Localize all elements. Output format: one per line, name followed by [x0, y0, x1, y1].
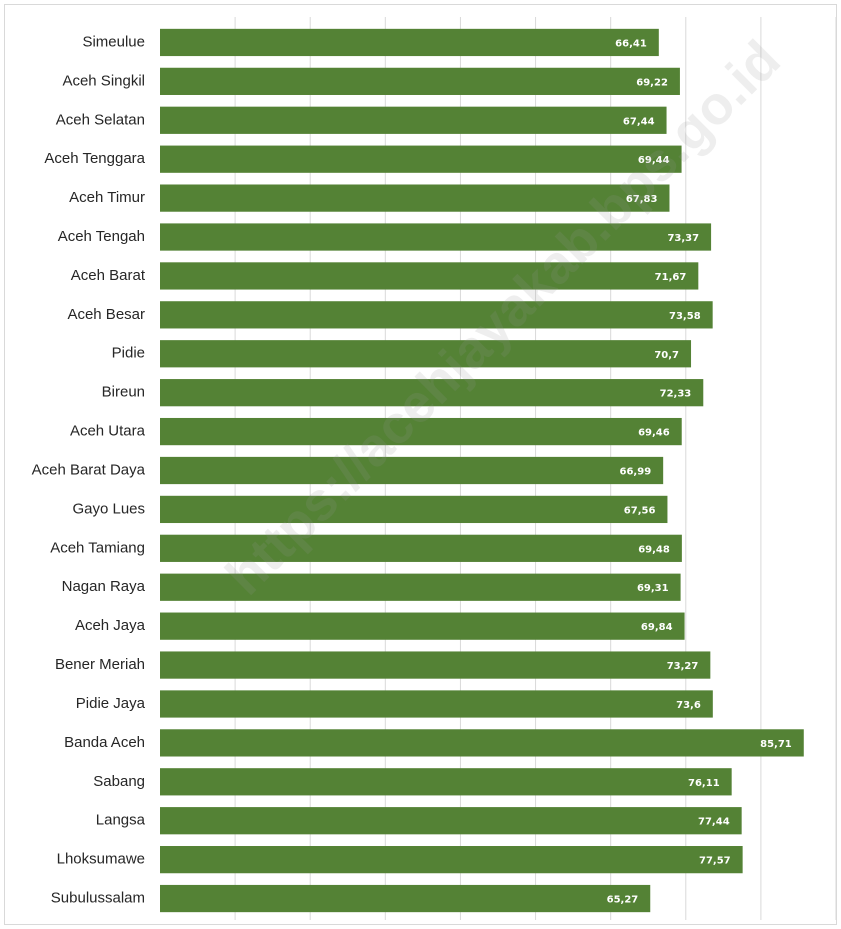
chart-container: Simeulue 66,41 Aceh Singkil 69,22 Aceh Selat… — [4, 4, 837, 925]
category-label: Aceh Jaya — [75, 617, 146, 634]
bar — [160, 534, 682, 562]
category-label: Bireun — [102, 384, 145, 401]
bar — [160, 145, 682, 173]
data-label: 69,31 — [637, 583, 669, 594]
category-label: Lhoksumawe — [57, 851, 145, 868]
bar — [160, 340, 692, 368]
bar — [160, 651, 711, 679]
data-label: 69,46 — [638, 428, 670, 439]
data-label: 67,44 — [623, 116, 655, 127]
bar — [160, 884, 651, 913]
data-label: 85,71 — [760, 739, 792, 750]
bar — [160, 223, 712, 251]
bar — [160, 729, 804, 757]
category-label: Aceh Selatan — [56, 111, 145, 128]
bar — [160, 573, 681, 601]
category-label: Bener Meriah — [55, 656, 145, 673]
bar — [160, 807, 742, 835]
bar — [160, 28, 659, 57]
bar — [160, 262, 699, 290]
bar — [160, 106, 667, 134]
data-label: 71,67 — [655, 272, 687, 283]
category-label: Sabang — [93, 773, 145, 790]
category-label: Subulussalam — [51, 890, 145, 907]
data-label: 73,27 — [667, 661, 699, 672]
data-label: 69,84 — [641, 622, 673, 633]
bar — [160, 417, 682, 446]
bar-chart: Simeulue 66,41 Aceh Singkil 69,22 Aceh Selat… — [32, 17, 837, 920]
bar — [160, 612, 685, 640]
category-label: Gayo Lues — [72, 500, 145, 517]
category-label: Aceh Timur — [69, 189, 145, 206]
bar — [160, 846, 743, 874]
category-label: Simeulue — [82, 33, 145, 50]
data-label: 69,22 — [636, 77, 668, 88]
data-label: 67,83 — [626, 194, 658, 205]
bar — [160, 67, 680, 95]
category-label: Langsa — [96, 812, 146, 829]
category-label: Aceh Besar — [67, 306, 145, 323]
bar — [160, 690, 713, 718]
data-label: 77,44 — [698, 817, 730, 828]
category-label: Banda Aceh — [64, 734, 145, 751]
bar — [160, 301, 713, 329]
category-label: Aceh Barat Daya — [32, 461, 146, 478]
category-label: Aceh Singkil — [62, 72, 145, 89]
data-label: 67,56 — [624, 505, 656, 516]
data-label: 69,48 — [638, 544, 670, 555]
data-label: 66,99 — [620, 467, 652, 478]
bar — [160, 495, 668, 524]
category-label: Aceh Utara — [70, 423, 146, 440]
category-label: Aceh Tenggara — [44, 150, 145, 167]
bar — [160, 456, 664, 485]
data-label: 65,27 — [607, 895, 639, 906]
bar — [160, 379, 704, 407]
data-label: 66,41 — [615, 38, 647, 49]
data-label: 70,7 — [654, 350, 679, 361]
bar — [160, 184, 670, 212]
category-label: Aceh Tamiang — [50, 539, 145, 556]
category-label: Nagan Raya — [62, 578, 146, 595]
data-label: 77,57 — [699, 856, 731, 867]
category-label: Aceh Barat — [71, 267, 146, 284]
data-label: 73,58 — [669, 311, 701, 322]
category-label: Pidie Jaya — [76, 695, 146, 712]
data-label: 73,6 — [676, 700, 701, 711]
data-label: 69,44 — [638, 155, 670, 166]
data-label: 73,37 — [667, 233, 699, 244]
data-label: 72,33 — [660, 389, 692, 400]
data-label: 76,11 — [688, 778, 720, 789]
bar — [160, 768, 732, 796]
category-label: Pidie — [112, 345, 145, 362]
category-label: Aceh Tengah — [58, 228, 145, 245]
